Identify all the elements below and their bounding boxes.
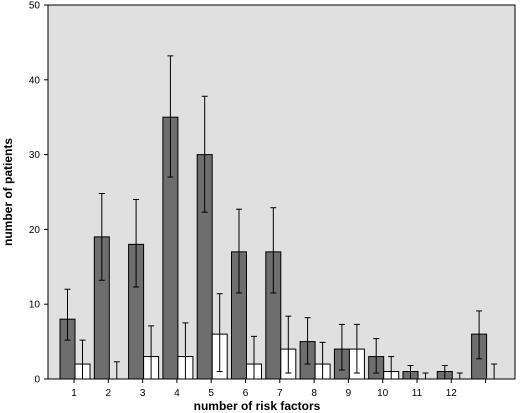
- x-tick-label-3: 3: [140, 388, 146, 399]
- error-bar-s2-13: [491, 363, 498, 379]
- error-bars-layer: [64, 55, 498, 379]
- error-bar-s1-11: [407, 365, 414, 379]
- x-tick-label-11: 11: [412, 388, 423, 399]
- plot-frame: [47, 4, 516, 380]
- error-bar-s2-12: [456, 372, 463, 379]
- error-bar-s2-5: [216, 293, 223, 373]
- error-bar-s2-4: [182, 322, 189, 379]
- x-tick-label-4: 4: [174, 388, 180, 399]
- error-bar-s1-10: [373, 338, 380, 374]
- error-bar-s1-5: [201, 95, 208, 213]
- y-tick-label-50: 50: [29, 1, 41, 12]
- x-tick-label-10: 10: [377, 388, 389, 399]
- x-tick-label-9: 9: [346, 388, 352, 399]
- error-bar-s1-12: [441, 365, 448, 379]
- error-bar-s1-8: [304, 317, 311, 365]
- error-bar-s1-9: [338, 323, 345, 371]
- y-tick-label-40: 40: [29, 75, 41, 86]
- error-bar-s2-8: [319, 341, 326, 379]
- error-bar-s2-9: [353, 323, 360, 374]
- error-bar-s1-6: [236, 208, 242, 294]
- y-axis-title: number of patients: [1, 138, 15, 246]
- x-axis-title: number of risk factors: [194, 399, 321, 413]
- x-tick-label-6: 6: [243, 388, 249, 399]
- x-tick-label-8: 8: [311, 388, 317, 399]
- error-bar-s2-2: [113, 361, 120, 379]
- error-bar-s1-2: [98, 192, 105, 281]
- x-tick-label-12: 12: [446, 388, 458, 399]
- error-bar-s2-11: [422, 372, 429, 379]
- x-axis: 1 2 3 4 5 6 7 8 9 10 11 12: [71, 379, 487, 399]
- y-tick-label-10: 10: [29, 300, 41, 311]
- error-bar-s1-3: [133, 198, 140, 288]
- error-bar-s2-6: [251, 335, 257, 379]
- error-bar-s1-13: [476, 310, 483, 360]
- error-bar-s2-7: [285, 315, 292, 374]
- error-bar-s2-1: [79, 339, 86, 379]
- error-bar-s2-10: [388, 356, 395, 379]
- y-axis: 0 10 20 30 40 50: [29, 1, 48, 386]
- error-bar-s1-7: [270, 207, 277, 294]
- error-bar-s1-4: [167, 55, 174, 178]
- plot-background: [48, 5, 515, 379]
- bars-layer: [59, 116, 488, 380]
- y-tick-label-30: 30: [29, 150, 41, 161]
- x-tick-label-5: 5: [208, 388, 214, 399]
- x-tick-label-2: 2: [106, 388, 112, 399]
- y-tick-label-0: 0: [34, 375, 40, 386]
- x-tick-label-1: 1: [71, 388, 77, 399]
- x-tick-label-7: 7: [277, 388, 283, 399]
- y-tick-label-20: 20: [29, 225, 41, 236]
- error-bar-s1-1: [64, 288, 71, 341]
- error-bar-s2-3: [148, 325, 155, 379]
